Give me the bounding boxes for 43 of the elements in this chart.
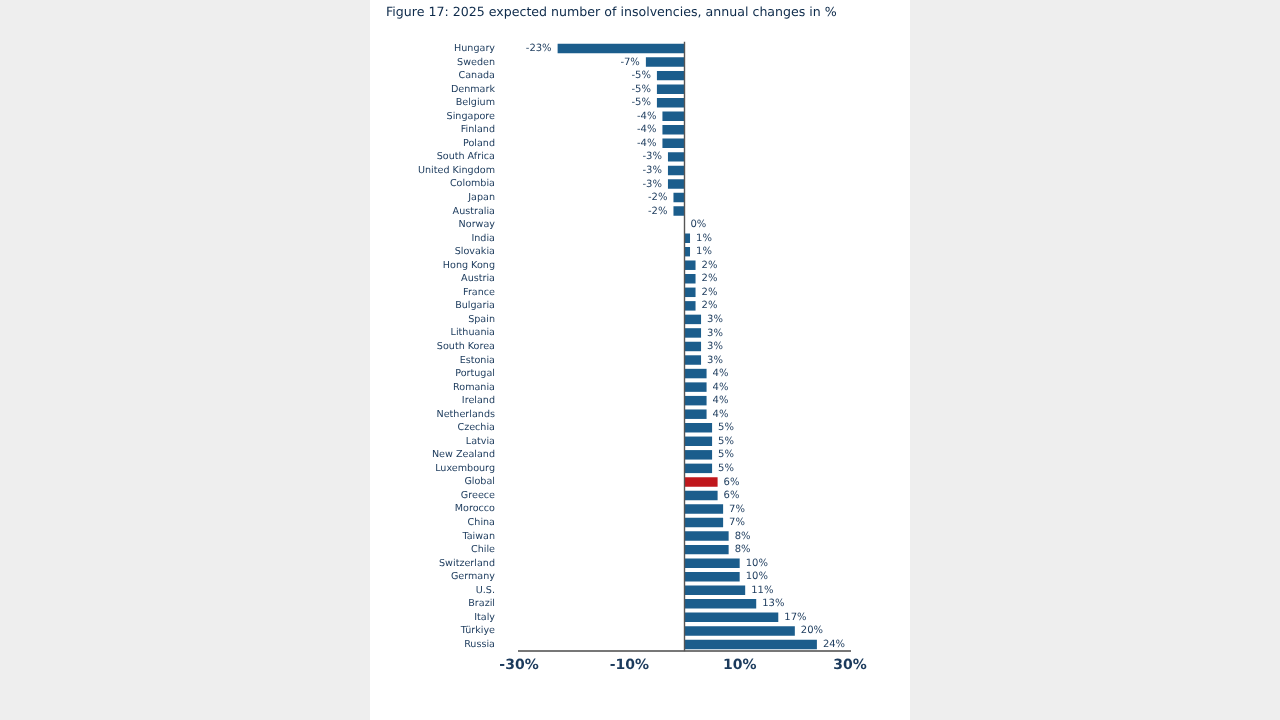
- bar: [684, 382, 707, 392]
- bar: [673, 192, 685, 203]
- bar: [656, 97, 685, 108]
- bar: [662, 125, 685, 135]
- bar: [684, 477, 718, 487]
- bar: [684, 328, 702, 338]
- bar: [684, 599, 757, 609]
- bar: [684, 368, 707, 379]
- bar: [684, 409, 707, 419]
- bar: [684, 274, 696, 284]
- bar: [684, 571, 740, 582]
- bar: [684, 504, 724, 514]
- bar: [684, 395, 707, 406]
- bar: [684, 626, 795, 636]
- bar: [684, 355, 702, 365]
- bar: [645, 57, 685, 67]
- bar: [667, 179, 685, 189]
- bar: [684, 612, 779, 623]
- bar: [684, 517, 724, 528]
- bar: [684, 260, 696, 270]
- bar: [684, 301, 696, 311]
- bar: [662, 111, 685, 121]
- bar: [684, 314, 702, 325]
- bar: [684, 233, 691, 243]
- bar: [684, 423, 713, 433]
- bar: [684, 490, 718, 501]
- bar: [684, 544, 729, 555]
- bar: [684, 450, 713, 460]
- bar: [667, 165, 685, 176]
- bar: [656, 84, 685, 94]
- bar: [684, 287, 696, 298]
- bar: [684, 639, 817, 650]
- bar: [684, 341, 702, 352]
- bar: [662, 138, 685, 149]
- bar: [684, 436, 713, 447]
- bar: [673, 206, 685, 216]
- bar: [684, 558, 740, 568]
- bar: [684, 463, 713, 474]
- bar: [656, 70, 685, 81]
- bar: [667, 152, 685, 162]
- bar: [684, 531, 729, 541]
- bar: [557, 43, 685, 54]
- bar: [684, 585, 746, 595]
